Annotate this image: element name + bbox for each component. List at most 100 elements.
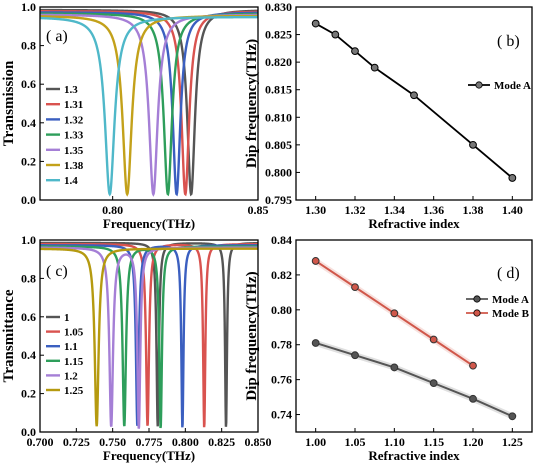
x-tick-label: 1.20 [463,435,484,449]
y-tick-label: 0.80 [271,303,292,317]
legend-marker [475,81,483,89]
legend-entry: Mode B [492,308,530,320]
y-tick-label: 0.6 [21,77,36,91]
y-tick-label: 1.0 [21,0,36,14]
legend-b: Mode A [468,80,531,92]
x-tick-label: 1.36 [423,203,444,217]
legend-entry: 1.38 [64,160,84,172]
x-tick-label: 0.80 [102,203,123,217]
panel-b: 1.30 1.32 1.34 1.36 1.38 1.40 0.795 0.800 0.805 0… [244,0,533,231]
y-tick-label: 0.82 [271,268,292,282]
y-tick-label: 0.74 [271,408,292,422]
data-point [390,363,399,372]
data-point [429,379,438,388]
legend-entry: 1.15 [64,356,84,368]
data-point [469,361,477,370]
legend-entry: 1.32 [64,114,84,126]
legend-a: 1.3 1.31 1.32 1.33 1.35 1.38 1.4 [46,84,84,187]
plot-frame-a [39,6,259,201]
data-point [351,47,359,56]
x-axis-label: Frequency(THz) [103,448,195,463]
y-tick-label: 0.815 [265,83,292,97]
y-axis-label: Transmittance [1,289,17,382]
x-axis-label: Refractive index [368,448,460,463]
y-tick-label: 0.805 [265,138,292,152]
y-tick-label: 0.2 [21,387,36,401]
data-point [469,394,477,403]
data-point [351,351,359,360]
plot-frame-b [295,6,533,201]
y-tick-label: 0.2 [21,154,36,168]
x-tick-label: 0.85 [248,203,269,217]
y-tick-label: 0.6 [21,310,36,324]
data-point [508,174,517,182]
data-point [469,140,477,149]
legend-entry: 1.1 [64,341,78,353]
y-tick-label: 0.78 [271,338,292,352]
y-tick-label: 0.84 [271,233,292,247]
panel-c: 0.700 0.725 0.750 0.775 0.800 0.825 0.850 0.0 0.… [1,233,272,463]
legend-entry: 1.3 [64,84,78,96]
x-tick-label: 1.05 [345,435,366,449]
panel-label: ( c) [46,263,68,280]
legend-entry: 1.2 [64,370,78,382]
x-tick-label: 1.38 [463,203,484,217]
x-tick-label: 0.825 [208,435,235,449]
data-point [370,63,379,72]
data-point [311,339,320,347]
panel-d: 1.00 1.05 1.10 1.15 1.20 1.25 0.74 0.76 0.78 0.80… [244,233,533,463]
x-tick-label: 1.10 [384,435,405,449]
y-tick-label: 0.76 [271,373,292,387]
legend-entry: Mode A [492,294,529,306]
series-glow [314,340,514,420]
x-tick-label: 1.32 [345,203,366,217]
x-tick-label: 1.25 [502,435,523,449]
y-tick-label: 0.800 [265,165,292,179]
legend-marker [473,309,481,317]
x-tick-label: 1.34 [384,203,405,217]
panel-label: ( b) [497,33,520,50]
data-point [390,309,399,318]
y-tick-label: 0.820 [265,55,292,69]
legend-entry: 1 [64,312,70,324]
legend-d: Mode A Mode B [466,294,530,320]
x-tick-label: 0.800 [172,435,199,449]
x-tick-label: 1.15 [423,435,444,449]
x-axis-label: Refractive index [368,216,460,231]
y-axis-label: Transmission [1,60,17,146]
y-axis-label: Dip frequency(THz) [244,271,260,400]
y-tick-label: 0.830 [265,0,292,14]
legend-c: 1 1.05 1.1 1.15 1.2 1.25 [46,312,84,397]
x-tick-label: 0.850 [245,435,272,449]
x-tick-label: 0.700 [27,435,54,449]
y-axis-label: Dip frequency(THz) [244,39,260,168]
x-axis-label: Frequency(THz) [103,216,195,231]
y-tick-label: 0.8 [21,271,36,285]
legend-entry: 1.25 [64,385,84,397]
y-tick-label: 0.0 [21,425,36,439]
y-tick-label: 0.810 [265,110,292,124]
spectra-a [40,8,258,197]
data-point [508,412,517,421]
series-line-1.25 [40,247,258,427]
y-tick-label: 0.4 [21,348,36,362]
legend-marker [473,295,481,303]
data-point [429,335,438,344]
legend-entry: 1.05 [64,327,84,339]
data-point [311,257,320,265]
x-tick-label: 1.00 [305,435,326,449]
y-tick-label: 0.795 [265,193,292,207]
legend-entry: 1.4 [64,175,78,187]
x-tick-label: 1.30 [305,203,326,217]
y-tick-label: 1.0 [21,233,36,247]
plot-frame-d [295,239,533,433]
panel-label: ( a) [46,28,68,45]
y-tick-label: 0.8 [21,39,36,53]
y-tick-label: 0.0 [21,193,36,207]
panel-label: ( d) [497,265,520,282]
legend-entry: 1.33 [64,130,84,142]
legend-entry: 1.31 [64,99,83,111]
legend-entry: 1.35 [64,145,84,157]
x-tick-label: 1.40 [502,203,523,217]
